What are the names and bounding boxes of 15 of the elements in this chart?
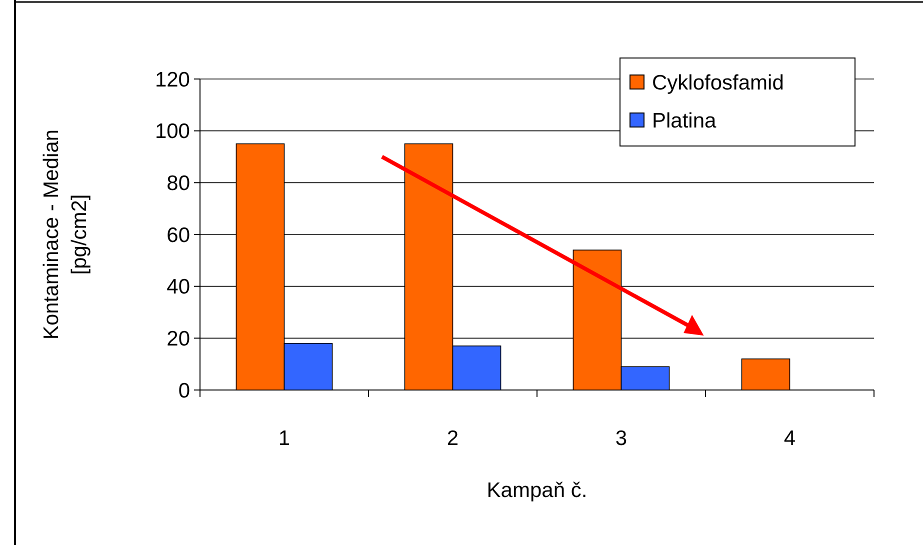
y-tick-label: 0 [178, 379, 190, 402]
y-tick-label: 120 [154, 68, 190, 92]
y-axis-title: Kontaminace - Median [pg/cm2] [40, 129, 91, 340]
legend-label: Platina [652, 109, 717, 132]
y-tick-label: 60 [166, 224, 190, 247]
y-tick-label: 80 [166, 172, 190, 196]
y-tick-label: 40 [166, 276, 190, 299]
x-tick-label: 1 [278, 427, 290, 450]
x-axis-title: Kampaň č. [486, 479, 588, 502]
x-tick-label: 3 [615, 427, 628, 450]
x-tick-label: 2 [446, 427, 459, 450]
legend-label: Cyklofosfamid [652, 71, 784, 94]
x-tick-label: 4 [784, 427, 796, 450]
y-tick-label: 20 [166, 328, 190, 351]
y-tick-label: 100 [154, 120, 190, 144]
